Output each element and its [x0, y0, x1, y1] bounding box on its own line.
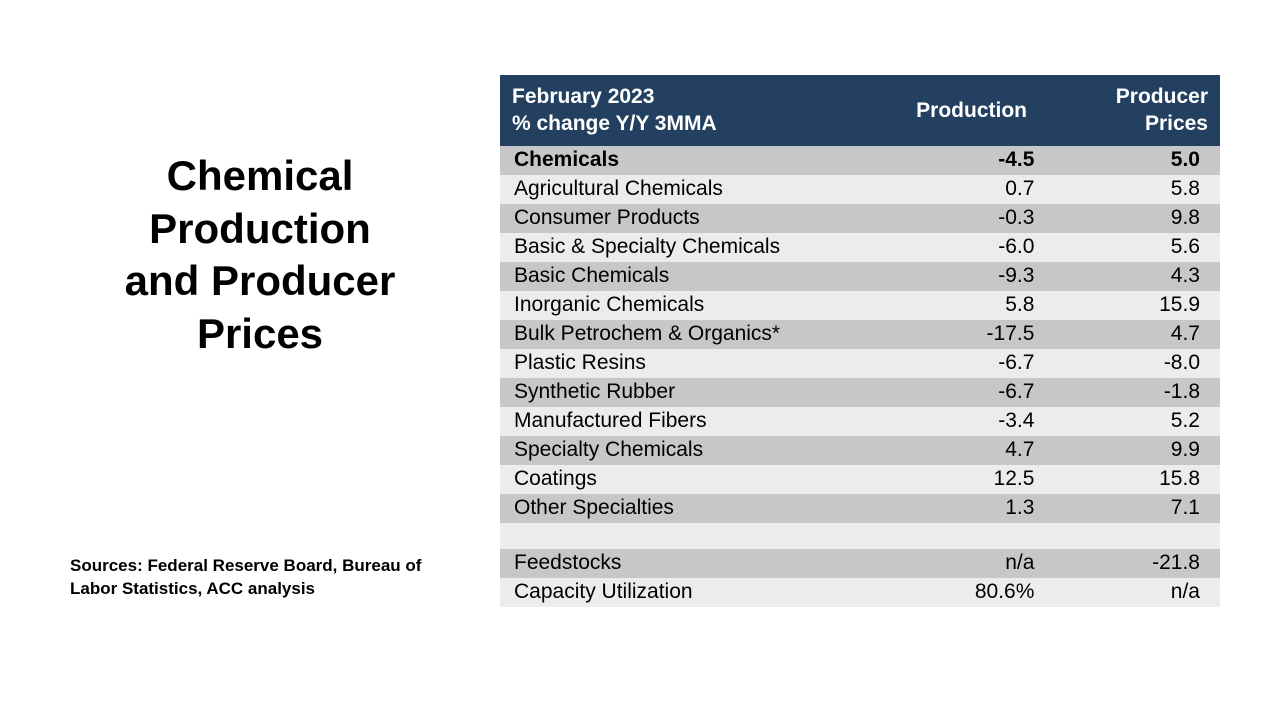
row-label: Coatings	[500, 465, 889, 494]
title-line: and Producer	[125, 257, 396, 304]
table-row: Basic Chemicals-9.34.3	[500, 262, 1220, 291]
row-prices: 4.7	[1054, 320, 1220, 349]
row-label: Basic Chemicals	[500, 262, 889, 291]
row-label: Specialty Chemicals	[500, 436, 889, 465]
header-period: February 2023 % change Y/Y 3MMA	[500, 75, 889, 146]
row-prices: -8.0	[1054, 349, 1220, 378]
spacer-row	[500, 523, 1220, 549]
row-label: Synthetic Rubber	[500, 378, 889, 407]
header-period-line1: February 2023	[512, 85, 654, 108]
row-label: Feedstocks	[500, 549, 889, 578]
row-prices: 4.3	[1054, 262, 1220, 291]
row-prices: 15.9	[1054, 291, 1220, 320]
table-row: Specialty Chemicals4.79.9	[500, 436, 1220, 465]
table-row: Manufactured Fibers-3.45.2	[500, 407, 1220, 436]
row-production: 4.7	[889, 436, 1055, 465]
row-prices: -21.8	[1054, 549, 1220, 578]
row-label: Other Specialties	[500, 494, 889, 523]
row-label: Chemicals	[500, 146, 889, 175]
data-table: February 2023 % change Y/Y 3MMA Producti…	[500, 75, 1220, 607]
table-row: Inorganic Chemicals5.815.9	[500, 291, 1220, 320]
row-production: 12.5	[889, 465, 1055, 494]
row-production: 0.7	[889, 175, 1055, 204]
row-label: Capacity Utilization	[500, 578, 889, 607]
table-row: Plastic Resins-6.7-8.0	[500, 349, 1220, 378]
row-production: 5.8	[889, 291, 1055, 320]
header-period-line2: % change Y/Y 3MMA	[512, 112, 717, 135]
row-prices: 15.8	[1054, 465, 1220, 494]
table-row: Agricultural Chemicals0.75.8	[500, 175, 1220, 204]
title-line: Production	[149, 205, 371, 252]
header-prices-line2: Prices	[1145, 112, 1208, 135]
row-production: -3.4	[889, 407, 1055, 436]
spacer-cell	[500, 523, 1220, 549]
row-label: Basic & Specialty Chemicals	[500, 233, 889, 262]
row-production: -6.0	[889, 233, 1055, 262]
table-row: Feedstocksn/a-21.8	[500, 549, 1220, 578]
title-block: Chemical Production and Producer Prices	[70, 150, 450, 360]
row-prices: -1.8	[1054, 378, 1220, 407]
row-label: Agricultural Chemicals	[500, 175, 889, 204]
page-title: Chemical Production and Producer Prices	[70, 150, 450, 360]
row-production: -0.3	[889, 204, 1055, 233]
table-row: Chemicals-4.55.0	[500, 146, 1220, 175]
table-body: Chemicals-4.55.0Agricultural Chemicals0.…	[500, 146, 1220, 607]
row-production: -6.7	[889, 378, 1055, 407]
row-label: Consumer Products	[500, 204, 889, 233]
row-production: -6.7	[889, 349, 1055, 378]
row-production: -9.3	[889, 262, 1055, 291]
table-row: Capacity Utilization80.6%n/a	[500, 578, 1220, 607]
row-label: Plastic Resins	[500, 349, 889, 378]
header-prices: Producer Prices	[1054, 75, 1220, 146]
row-prices: 5.0	[1054, 146, 1220, 175]
table-row: Consumer Products-0.39.8	[500, 204, 1220, 233]
table-row: Bulk Petrochem & Organics*-17.54.7	[500, 320, 1220, 349]
header-prices-line1: Producer	[1116, 85, 1208, 108]
row-prices: 9.9	[1054, 436, 1220, 465]
table-row: Basic & Specialty Chemicals-6.05.6	[500, 233, 1220, 262]
row-prices: 5.2	[1054, 407, 1220, 436]
row-production: 80.6%	[889, 578, 1055, 607]
title-line: Prices	[197, 310, 323, 357]
row-label: Manufactured Fibers	[500, 407, 889, 436]
row-label: Bulk Petrochem & Organics*	[500, 320, 889, 349]
sources-text: Sources: Federal Reserve Board, Bureau o…	[70, 555, 450, 601]
row-production: -17.5	[889, 320, 1055, 349]
header-production: Production	[889, 75, 1055, 146]
table-row: Synthetic Rubber-6.7-1.8	[500, 378, 1220, 407]
row-prices: 5.8	[1054, 175, 1220, 204]
row-label: Inorganic Chemicals	[500, 291, 889, 320]
title-line: Chemical	[167, 152, 354, 199]
row-prices: n/a	[1054, 578, 1220, 607]
row-production: n/a	[889, 549, 1055, 578]
slide: Chemical Production and Producer Prices …	[0, 0, 1280, 720]
header-row: February 2023 % change Y/Y 3MMA Producti…	[500, 75, 1220, 146]
table-row: Coatings12.515.8	[500, 465, 1220, 494]
data-table-container: February 2023 % change Y/Y 3MMA Producti…	[500, 75, 1220, 607]
row-prices: 7.1	[1054, 494, 1220, 523]
row-production: 1.3	[889, 494, 1055, 523]
row-production: -4.5	[889, 146, 1055, 175]
table-header: February 2023 % change Y/Y 3MMA Producti…	[500, 75, 1220, 146]
row-prices: 5.6	[1054, 233, 1220, 262]
table-row: Other Specialties1.37.1	[500, 494, 1220, 523]
row-prices: 9.8	[1054, 204, 1220, 233]
